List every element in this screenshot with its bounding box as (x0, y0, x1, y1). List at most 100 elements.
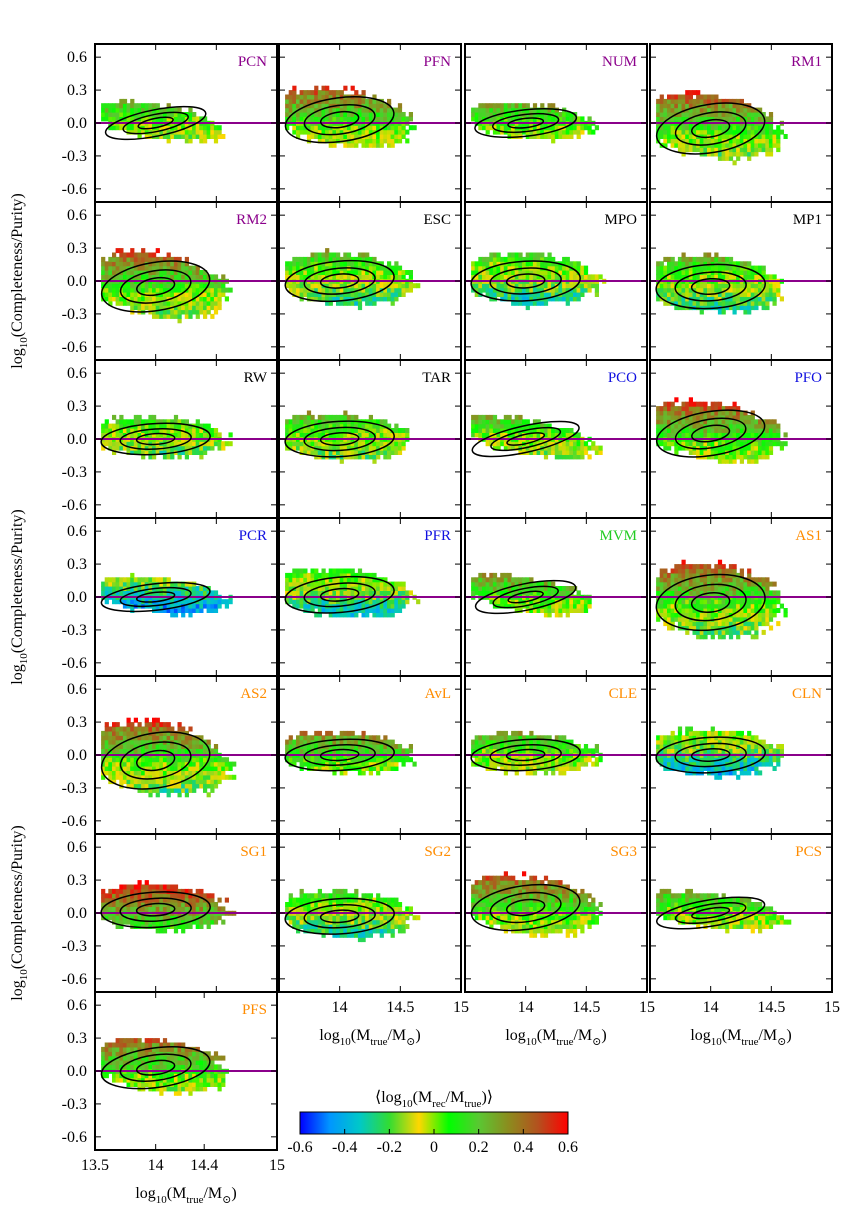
heat-cell (173, 590, 179, 596)
heat-cell (133, 292, 138, 297)
heat-cell (390, 296, 395, 302)
heat-cell (394, 599, 399, 605)
heat-cell (192, 305, 197, 311)
heat-cell (772, 274, 777, 280)
heat-cell (325, 586, 330, 591)
heat-cell (739, 112, 744, 117)
heat-cell (210, 428, 215, 433)
heat-cell (317, 292, 322, 297)
heat-cell (122, 261, 128, 267)
heat-cell (144, 428, 149, 433)
heat-cell (565, 450, 570, 455)
heat-cell (543, 261, 549, 267)
heat-cell (532, 116, 538, 122)
heat-cell (224, 287, 229, 293)
heat-cell (303, 572, 308, 578)
heat-cell (354, 90, 359, 96)
heat-cell (343, 296, 348, 302)
heat-cell (739, 458, 744, 464)
heat-cell (372, 577, 377, 583)
heat-cell (144, 112, 149, 117)
heat-cell (478, 590, 483, 596)
heat-cell (397, 116, 403, 122)
heat-cell (306, 107, 312, 113)
heat-cell (507, 107, 512, 113)
heat-cell (199, 129, 204, 135)
heat-cell (765, 292, 770, 297)
heat-cell (288, 287, 293, 293)
heat-cell (551, 107, 556, 113)
heat-cell (478, 432, 483, 438)
y-tick-label: -0.3 (62, 622, 87, 639)
heat-cell (192, 265, 197, 271)
heat-cell (696, 406, 701, 412)
heat-cell (376, 270, 381, 275)
heat-cell (365, 581, 370, 587)
heat-cell (379, 296, 384, 302)
heat-cell (112, 283, 117, 289)
heat-cell (670, 116, 675, 122)
heat-cell (361, 265, 366, 271)
heat-cell (137, 414, 142, 420)
heat-cell (368, 261, 373, 267)
heat-cell (536, 300, 541, 306)
heat-cell (195, 270, 200, 275)
heat-cell (685, 441, 690, 447)
heat-cell (101, 265, 106, 271)
heat-cell (361, 287, 366, 293)
heat-cell (137, 252, 142, 258)
heat-cell (507, 265, 512, 271)
heat-cell (721, 458, 726, 464)
heat-cell (562, 454, 567, 460)
heat-cell (750, 445, 755, 451)
heat-cell (482, 586, 487, 591)
heat-cell (670, 406, 675, 412)
heat-cell (699, 414, 704, 420)
heat-cell (192, 125, 197, 131)
heat-cell (736, 419, 741, 425)
heat-cell (336, 428, 341, 433)
heat-cell (101, 116, 106, 122)
heat-cell (387, 270, 392, 275)
heat-cell (108, 300, 113, 306)
heat-cell (492, 112, 498, 117)
heat-cell (529, 274, 534, 280)
heat-cell (656, 616, 661, 622)
heat-cell (688, 300, 693, 306)
heat-cell (361, 270, 366, 275)
heat-cell (325, 300, 330, 306)
heat-cell (148, 256, 153, 262)
heat-cell (159, 116, 164, 122)
heat-cell (306, 134, 312, 139)
heat-cell (343, 599, 348, 605)
heat-cell (656, 608, 661, 613)
heat-cell (736, 441, 741, 447)
heat-cell (670, 283, 675, 289)
heat-cell (119, 577, 124, 583)
heat-cell (148, 261, 153, 267)
heat-cell (115, 287, 120, 293)
heat-cell (357, 274, 363, 280)
heat-cell (365, 261, 370, 267)
heat-cell (152, 428, 157, 433)
heat-cell (108, 581, 113, 587)
heat-cell (761, 296, 766, 302)
heat-cell (365, 603, 370, 609)
heat-cell (536, 581, 541, 587)
heat-cell (677, 142, 683, 148)
heat-cell (321, 450, 326, 455)
heat-cell (192, 283, 197, 289)
heat-cell (166, 256, 171, 262)
heat-cell (670, 410, 675, 416)
heat-cell (732, 305, 737, 311)
heat-cell (119, 103, 124, 109)
heat-cell (177, 599, 182, 605)
heat-cell (772, 296, 777, 302)
heat-cell (750, 134, 755, 139)
heat-cell (594, 283, 599, 289)
heat-cell (569, 432, 574, 438)
heat-cell (674, 292, 679, 297)
heat-cell (529, 590, 534, 596)
heat-cell (732, 147, 737, 153)
heat-cell (554, 612, 559, 618)
